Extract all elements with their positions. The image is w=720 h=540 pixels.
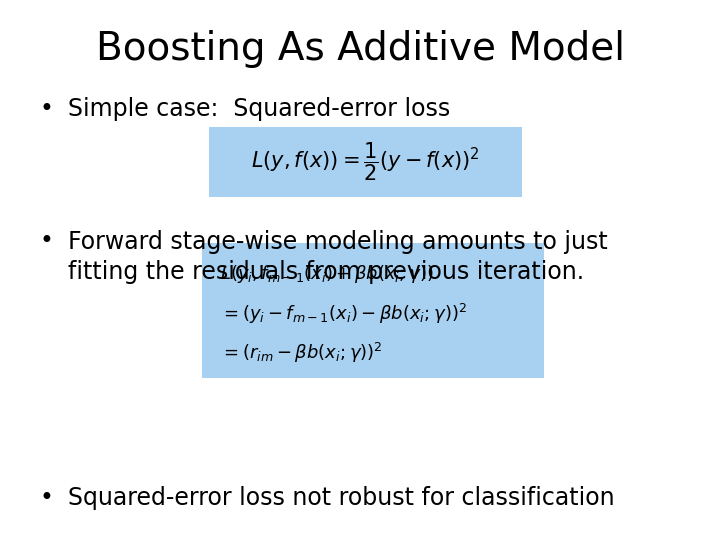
Text: •: • <box>40 486 53 510</box>
Text: $L(y_i, f_{m-1}(x_i) + \beta b(x_i; \gamma))$: $L(y_i, f_{m-1}(x_i) + \beta b(x_i; \gam… <box>220 263 433 285</box>
Text: Simple case:  Squared-error loss: Simple case: Squared-error loss <box>68 97 451 121</box>
FancyBboxPatch shape <box>202 243 544 378</box>
Text: $= (r_{im} - \beta b(x_i; \gamma))^2$: $= (r_{im} - \beta b(x_i; \gamma))^2$ <box>220 341 382 365</box>
FancyBboxPatch shape <box>209 127 522 197</box>
Text: Forward stage-wise modeling amounts to just
fitting the residuals from previous : Forward stage-wise modeling amounts to j… <box>68 230 608 284</box>
Text: $L(y, f(x)) = \dfrac{1}{2}(y - f(x))^2$: $L(y, f(x)) = \dfrac{1}{2}(y - f(x))^2$ <box>251 141 480 183</box>
Text: •: • <box>40 97 53 121</box>
Text: Squared-error loss not robust for classification: Squared-error loss not robust for classi… <box>68 486 615 510</box>
Text: •: • <box>40 230 53 253</box>
Text: $= (y_i - f_{m-1}(x_i) - \beta b(x_i; \gamma))^2$: $= (y_i - f_{m-1}(x_i) - \beta b(x_i; \g… <box>220 302 467 326</box>
Text: Boosting As Additive Model: Boosting As Additive Model <box>96 30 624 68</box>
